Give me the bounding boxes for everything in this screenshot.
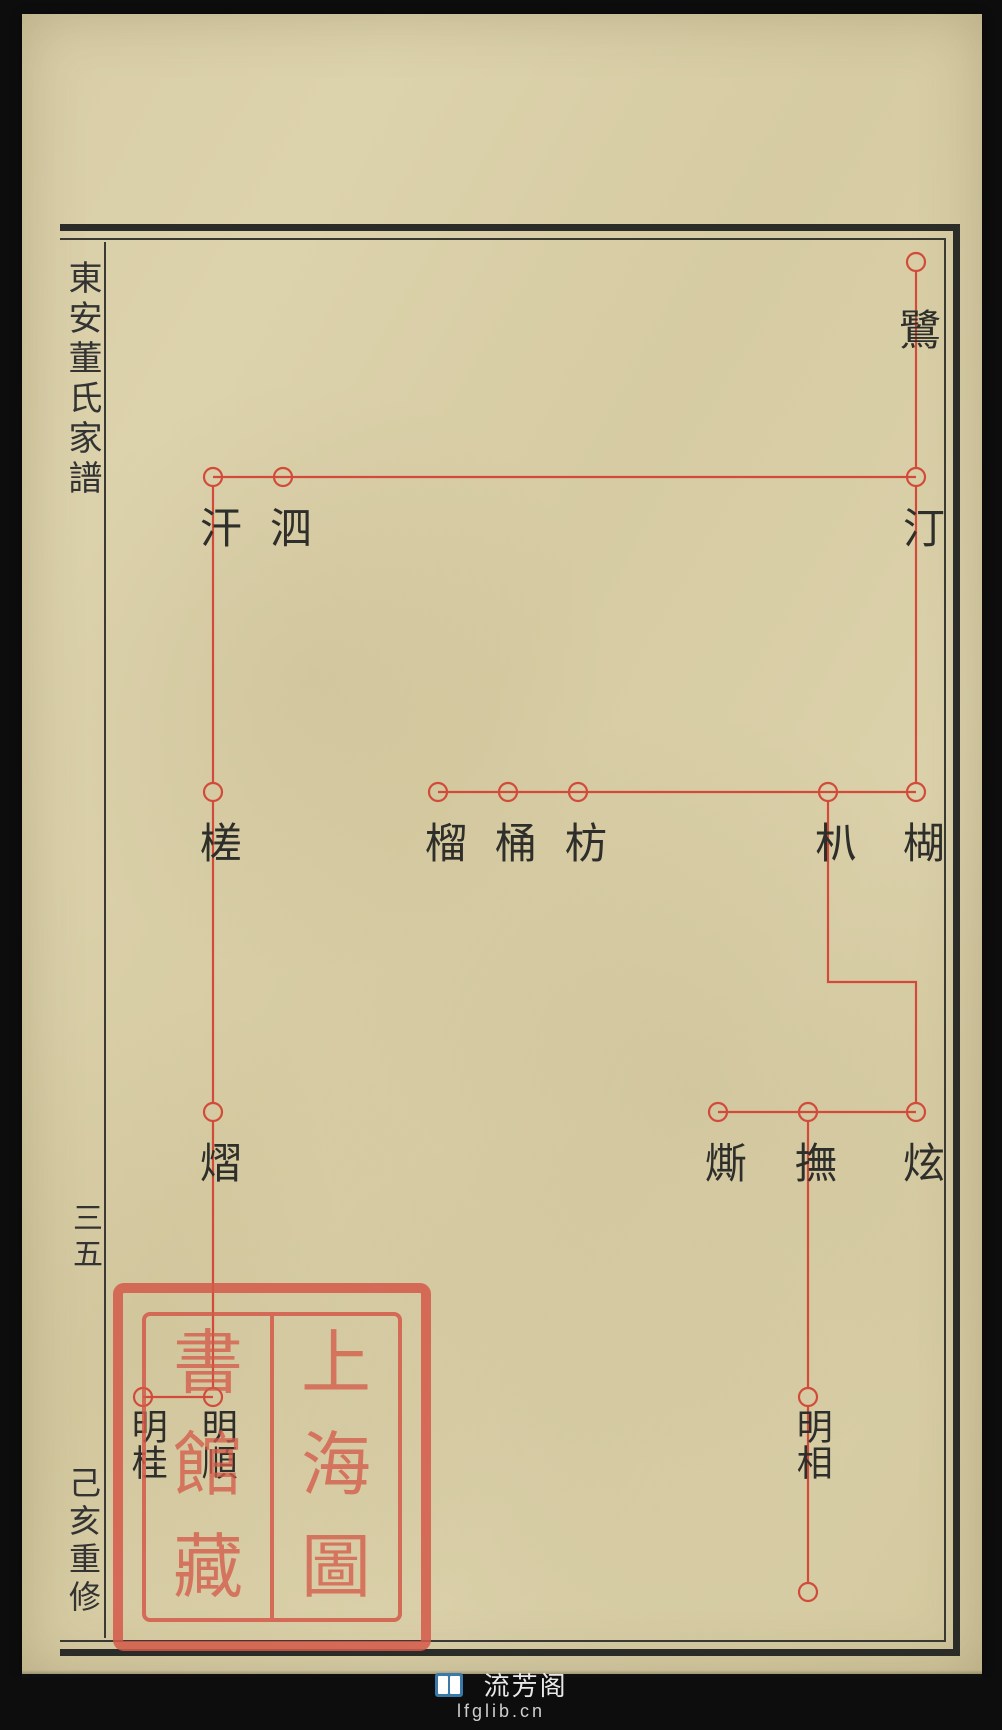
- svg-text:枋: 枋: [558, 821, 605, 863]
- svg-text:炫: 炫: [896, 1141, 943, 1183]
- svg-text:槎: 槎: [193, 821, 240, 863]
- spine-column: 東安董氏家譜 三五 己亥重修: [62, 242, 106, 1638]
- svg-text:明順: 明順: [197, 1408, 238, 1480]
- scanned-page: 東安董氏家譜 三五 己亥重修 鷺汀泗汗楜朳枋桶榴槎炫撫燍熠明相明順明桂提 上海圖…: [22, 14, 982, 1674]
- watermark-footer: 流芳阁 lfglib.cn: [0, 1666, 1002, 1722]
- svg-text:熠: 熠: [193, 1141, 240, 1183]
- svg-text:撫: 撫: [788, 1141, 835, 1183]
- watermark-brand: 流芳阁: [484, 1671, 568, 1701]
- svg-text:明相: 明相: [792, 1408, 832, 1480]
- book-icon: [434, 1670, 464, 1700]
- spine-edition: 己亥重修: [62, 1466, 106, 1618]
- svg-text:桶: 桶: [488, 821, 535, 863]
- spine-page-number: 三五: [66, 1202, 106, 1274]
- svg-text:泗: 泗: [263, 506, 310, 548]
- genealogy-tree: 鷺汀泗汗楜朳枋桶榴槎炫撫燍熠明相明順明桂提: [108, 242, 946, 1638]
- svg-text:汗: 汗: [193, 506, 240, 548]
- watermark-url: lfglib.cn: [0, 1701, 1002, 1722]
- svg-text:汀: 汀: [896, 506, 943, 548]
- svg-text:榴: 榴: [418, 821, 465, 863]
- svg-text:明桂: 明桂: [127, 1408, 168, 1480]
- spine-title: 東安董氏家譜: [62, 260, 106, 500]
- scanner-bottom-edge: 流芳阁 lfglib.cn: [0, 1678, 1002, 1730]
- svg-text:楜: 楜: [896, 821, 943, 863]
- svg-text:燍: 燍: [698, 1141, 745, 1183]
- svg-text:朳: 朳: [808, 821, 855, 863]
- svg-text:鷺: 鷺: [892, 308, 938, 350]
